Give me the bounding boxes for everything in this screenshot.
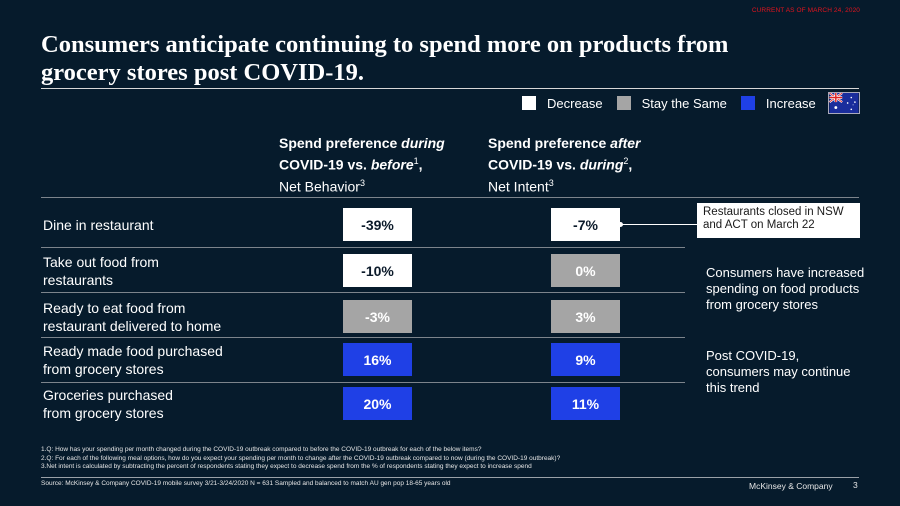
col1-bold2: COVID-19 vs. (279, 156, 371, 173)
column-header-during: Spend preference during COVID-19 vs. bef… (279, 134, 445, 195)
col1-comma: , (418, 156, 423, 173)
column-header-after: Spend preference after COVID-19 vs. duri… (488, 134, 641, 195)
footnotes: 1.Q: How has your spending per month cha… (41, 446, 560, 472)
col1-italic2: before (370, 156, 414, 173)
footer-divider (41, 477, 859, 478)
row-label-line2: from grocery stores (43, 405, 164, 421)
row-label-line2: from grocery stores (43, 361, 164, 377)
title-divider (41, 88, 859, 89)
row-label-line1: Ready made food purchased (43, 343, 223, 359)
bar-during-vs-before: 16% (343, 343, 412, 376)
row-label-line1: Groceries purchased (43, 387, 173, 403)
insight-note-grocery-spending: Consumers have increased spending on foo… (706, 265, 865, 312)
legend-label-increase: Increase (765, 95, 816, 111)
current-as-of-label: CURRENT AS OF MARCH 24, 2020 (751, 7, 860, 14)
bar-after-vs-during: 11% (551, 387, 620, 420)
bar-during-vs-before: -39% (343, 208, 412, 241)
legend-swatch-stay-same (616, 96, 631, 110)
legend-swatch-decrease (522, 96, 536, 110)
col2-footnote-ref: 2 (623, 156, 629, 166)
legend-label-stay-same: Stay the Same (641, 95, 727, 111)
col1-italic1: during (401, 135, 445, 151)
col2-bold2: COVID-19 vs. (488, 156, 580, 173)
row-label: Ready made food purchased from grocery st… (43, 342, 223, 378)
row-divider (41, 247, 685, 248)
col2-italic2: during (579, 156, 624, 173)
callout-leader-dot (618, 222, 623, 227)
table-header-rule (41, 197, 859, 198)
row-label: Groceries purchased from grocery stores (43, 386, 173, 422)
page-title: Consumers anticipate continuing to spend… (41, 31, 871, 87)
col1-line3: Net Behavior (279, 178, 360, 195)
col1-line3-ref: 3 (359, 177, 365, 188)
row-label-line1: Dine in restaurant (43, 217, 154, 233)
insight-note-post-covid: Post COVID-19, consumers may continue th… (706, 348, 851, 395)
footnote-2: 2.Q: For each of the following meal opti… (41, 454, 561, 462)
col2-italic1: after (610, 135, 641, 151)
title-line-1: Consumers anticipate continuing to spend… (41, 31, 729, 58)
row-label-line1: Ready to eat food from (43, 300, 186, 316)
legend-swatch-increase (740, 96, 755, 110)
brand-name: McKinsey & Company (749, 481, 833, 491)
bar-after-vs-during: -7% (551, 208, 620, 241)
footnote-1: 1.Q: How has your spending per month cha… (41, 446, 482, 453)
legend: Decrease Stay the Same Increase (522, 92, 860, 114)
row-label-line1: Take out food from (43, 254, 159, 270)
row-label-line2: restaurant delivered to home (43, 318, 222, 334)
australia-flag-icon (827, 92, 860, 114)
col2-comma: , (628, 156, 633, 173)
col2-bold1: Spend preference (488, 135, 611, 151)
row-label: Dine in restaurant (43, 216, 154, 234)
callout-leader-line (620, 224, 697, 225)
page-number: 3 (853, 480, 858, 490)
row-divider (41, 292, 685, 293)
bar-during-vs-before: -10% (343, 254, 412, 287)
col2-line3-ref: 3 (548, 177, 554, 188)
row-label: Take out food from restaurants (43, 253, 159, 289)
row-divider (41, 337, 685, 338)
footnote-3: 3.Net intent is calculated by subtractin… (41, 463, 532, 471)
bar-during-vs-before: -3% (343, 300, 412, 333)
row-label-line2: restaurants (43, 272, 114, 288)
row-label: Ready to eat food from restaurant deliver… (43, 299, 221, 335)
restaurants-closed-callout: Restaurants closed in NSW and ACT on Mar… (697, 203, 860, 238)
bar-after-vs-during: 3% (551, 300, 620, 333)
bar-after-vs-during: 9% (551, 343, 620, 376)
col1-footnote-ref: 1 (413, 156, 419, 166)
bar-after-vs-during: 0% (551, 254, 620, 287)
row-divider (41, 382, 685, 383)
title-line-2: grocery stores post COVID-19. (41, 59, 364, 86)
legend-label-decrease: Decrease (547, 95, 603, 111)
col1-bold1: Spend preference (279, 135, 402, 151)
bar-during-vs-before: 20% (343, 387, 412, 420)
source-note: Source: McKinsey & Company COVID-19 mobi… (41, 480, 451, 487)
col2-line3: Net Intent (488, 178, 549, 195)
